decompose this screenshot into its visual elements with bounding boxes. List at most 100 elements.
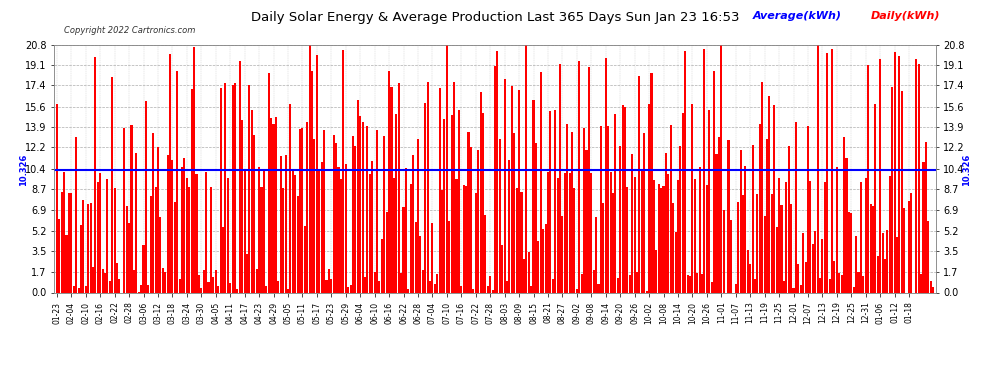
Bar [242, 120, 244, 292]
Bar [598, 285, 600, 292]
Bar [862, 276, 864, 292]
Bar [89, 203, 92, 292]
Bar [136, 153, 138, 292]
Bar [321, 162, 323, 292]
Bar [439, 88, 441, 292]
Bar [583, 128, 585, 292]
Bar [195, 174, 198, 292]
Bar [475, 193, 477, 292]
Bar [424, 103, 427, 292]
Bar [576, 289, 578, 292]
Bar [335, 143, 338, 292]
Bar [395, 114, 397, 292]
Bar [378, 281, 380, 292]
Bar [369, 174, 371, 292]
Bar [260, 188, 262, 292]
Bar [543, 229, 545, 292]
Bar [526, 45, 528, 292]
Bar [795, 122, 797, 292]
Bar [412, 155, 414, 292]
Bar [239, 61, 241, 292]
Bar [588, 67, 590, 292]
Bar [516, 188, 518, 292]
Bar [489, 276, 491, 292]
Bar [634, 177, 636, 292]
Bar [751, 145, 753, 292]
Bar [805, 262, 807, 292]
Bar [70, 193, 72, 292]
Bar [109, 281, 111, 292]
Bar [437, 274, 439, 292]
Bar [361, 123, 363, 292]
Bar [247, 254, 248, 292]
Bar [455, 178, 457, 292]
Bar [280, 156, 282, 292]
Bar [908, 201, 910, 292]
Bar [538, 241, 540, 292]
Bar [75, 137, 77, 292]
Bar [624, 106, 626, 292]
Bar [193, 47, 195, 292]
Bar [780, 205, 782, 292]
Bar [925, 142, 927, 292]
Bar [200, 288, 202, 292]
Bar [390, 87, 392, 292]
Bar [267, 73, 269, 292]
Bar [376, 130, 378, 292]
Bar [304, 226, 306, 292]
Bar [154, 188, 156, 292]
Bar [429, 281, 431, 292]
Bar [258, 167, 260, 292]
Bar [617, 278, 619, 292]
Bar [528, 252, 530, 292]
Bar [462, 185, 464, 292]
Bar [383, 136, 385, 292]
Bar [706, 185, 708, 292]
Bar [566, 124, 568, 292]
Bar [645, 291, 647, 292]
Bar [282, 188, 284, 292]
Bar [229, 283, 232, 292]
Bar [250, 110, 252, 292]
Bar [657, 184, 659, 292]
Bar [359, 116, 361, 292]
Bar [460, 286, 462, 292]
Bar [371, 160, 373, 292]
Bar [581, 274, 583, 292]
Bar [511, 86, 513, 292]
Bar [775, 227, 778, 292]
Bar [549, 111, 551, 292]
Bar [287, 289, 289, 292]
Bar [746, 251, 748, 292]
Bar [417, 139, 419, 292]
Bar [758, 124, 761, 292]
Bar [918, 64, 920, 292]
Bar [740, 150, 742, 292]
Bar [662, 186, 664, 292]
Bar [222, 227, 224, 292]
Bar [639, 75, 641, 292]
Bar [152, 133, 154, 292]
Bar [761, 82, 763, 292]
Bar [244, 170, 246, 292]
Bar [55, 104, 57, 292]
Bar [814, 231, 816, 292]
Bar [886, 230, 888, 292]
Bar [318, 171, 321, 292]
Bar [272, 124, 274, 292]
Bar [701, 273, 703, 292]
Bar [314, 139, 316, 292]
Bar [523, 258, 525, 292]
Bar [80, 225, 82, 292]
Bar [148, 285, 149, 292]
Bar [333, 135, 335, 292]
Bar [667, 174, 669, 292]
Bar [171, 160, 173, 292]
Bar [544, 224, 546, 292]
Bar [354, 147, 356, 292]
Bar [622, 105, 624, 292]
Text: Daily Solar Energy & Average Production Last 365 Days Sun Jan 23 16:53: Daily Solar Energy & Average Production … [250, 11, 740, 24]
Bar [920, 274, 922, 292]
Bar [850, 213, 852, 292]
Bar [499, 139, 501, 292]
